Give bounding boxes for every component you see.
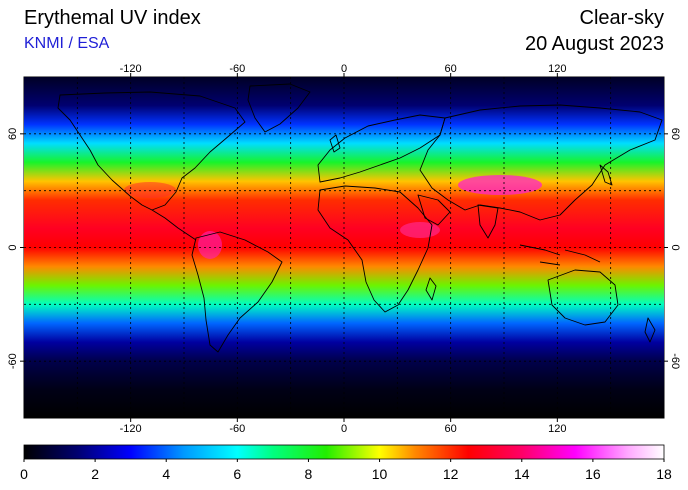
lat-label-right: 60: [669, 128, 681, 140]
lon-label-top: 0: [341, 63, 347, 75]
lon-label-bottom: 0: [341, 423, 347, 435]
north-america-hotspot: [124, 182, 176, 198]
africa-coast: [317, 185, 433, 313]
tibet-hotspot: [458, 175, 542, 195]
andes-hotspot: [198, 231, 222, 259]
greenland-coast: [247, 83, 311, 133]
latitude-labels: 60 60 0 0 -60 -60: [7, 128, 681, 369]
indonesia-coast: [519, 244, 601, 266]
colorbar-tick-label: 16: [585, 466, 601, 482]
colorbar-ticks: [23, 459, 665, 462]
south-america-coast: [191, 231, 283, 353]
map-title: Erythemal UV index: [24, 7, 201, 29]
lon-label-bottom: 60: [445, 423, 457, 435]
lat-label-right: 0: [669, 244, 681, 250]
new-zealand-coast: [644, 317, 656, 343]
longitude-labels: -120 -120 -60 -60 0 0 60 60 120 120: [120, 63, 567, 435]
uv-hotspots: [124, 175, 542, 259]
sky-condition: Clear-sky: [579, 7, 664, 29]
map-date: 20 August 2023: [524, 33, 664, 55]
colorbar-labels: 0 2 4 6 8 10 12 14 16 18: [20, 466, 672, 482]
central-america-coast: [151, 209, 197, 241]
lat-label-left: 0: [7, 244, 19, 250]
india-coast: [477, 204, 499, 239]
lon-label-top: -120: [120, 63, 142, 75]
lon-label-bottom: -60: [229, 423, 245, 435]
colorbar-tick-label: 10: [372, 466, 388, 482]
lat-label-left: -60: [7, 353, 19, 369]
colorbar-tick-label: 2: [91, 466, 99, 482]
colorbar-tick-label: 4: [162, 466, 170, 482]
asia-coast: [419, 104, 663, 221]
graticule: [24, 77, 664, 418]
colorbar-tick-label: 14: [514, 466, 530, 482]
source-credit: KNMI / ESA: [24, 35, 110, 52]
lat-label-left: 60: [7, 128, 19, 140]
colorbar-tick-label: 0: [20, 466, 28, 482]
arabia-coast: [417, 194, 451, 226]
japan-coast: [599, 164, 613, 186]
north-america-coast: [57, 91, 246, 211]
lat-label-right: -60: [669, 353, 681, 369]
lon-label-bottom: 120: [548, 423, 566, 435]
lon-label-top: 120: [548, 63, 566, 75]
coastlines: [57, 83, 663, 353]
colorbar-tick-label: 18: [656, 466, 672, 482]
map-ticks: [20, 73, 668, 422]
lon-label-top: 60: [445, 63, 457, 75]
colorbar-tick-label: 12: [443, 466, 459, 482]
lon-label-top: -60: [229, 63, 245, 75]
east-africa-hotspot: [400, 222, 440, 238]
madagascar-coast: [425, 277, 437, 301]
colorbar-tick-label: 8: [305, 466, 313, 482]
uk-coast: [329, 134, 341, 153]
australia-coast: [547, 269, 619, 326]
lon-label-bottom: -120: [120, 423, 142, 435]
colorbar: [23, 444, 665, 460]
colorbar-tick-label: 6: [233, 466, 241, 482]
